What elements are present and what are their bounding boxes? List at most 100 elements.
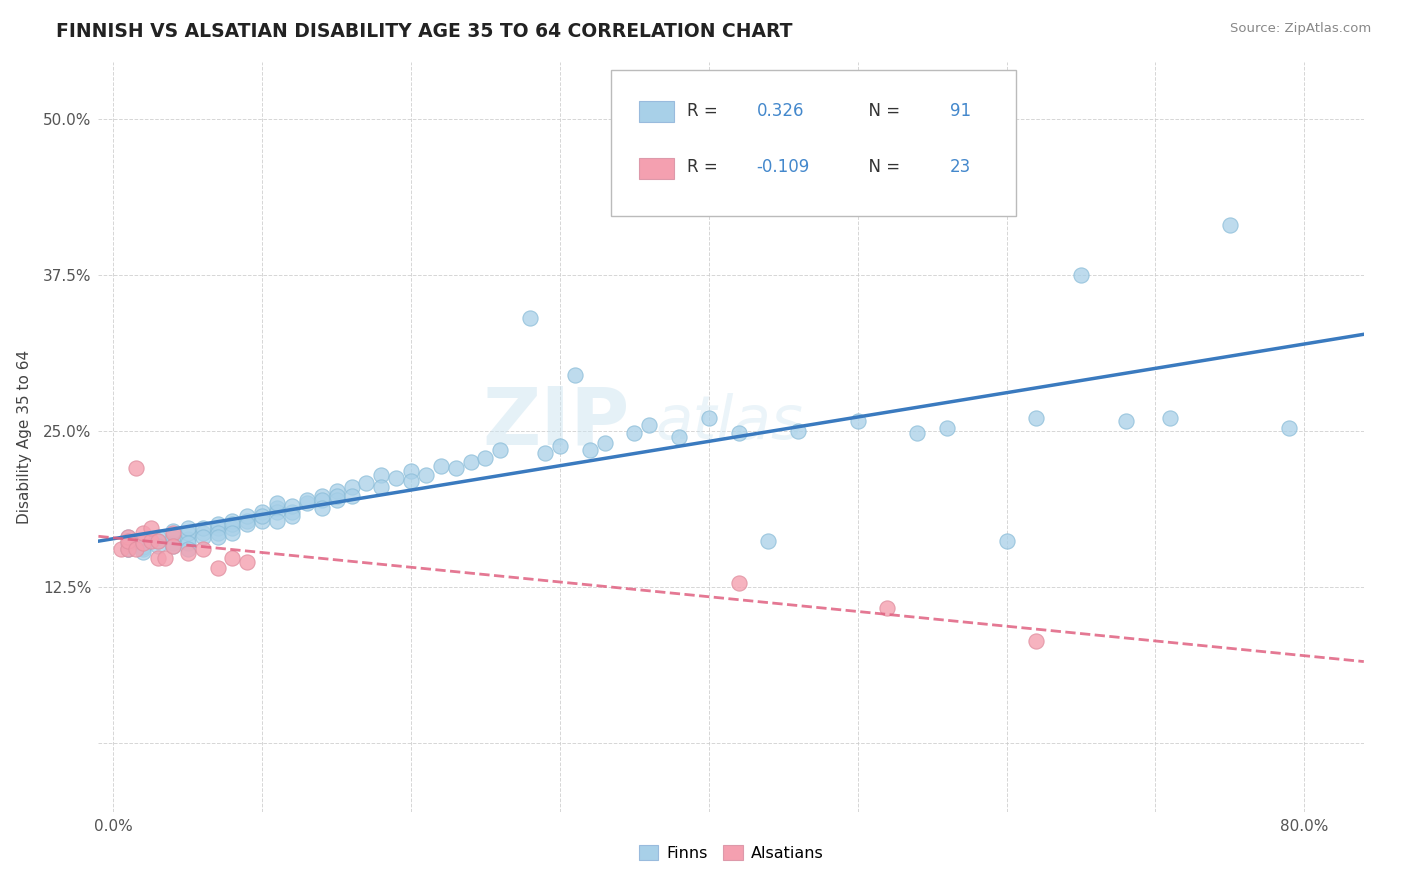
FancyBboxPatch shape bbox=[638, 158, 675, 178]
Point bbox=[548, 439, 571, 453]
Text: -0.109: -0.109 bbox=[756, 159, 810, 177]
Point bbox=[340, 480, 363, 494]
Point bbox=[191, 542, 214, 557]
Legend: Finns, Alsatians: Finns, Alsatians bbox=[633, 839, 830, 867]
Point bbox=[162, 524, 184, 538]
Text: R =: R = bbox=[686, 159, 723, 177]
Point bbox=[668, 430, 690, 444]
Point bbox=[356, 476, 378, 491]
Text: FINNISH VS ALSATIAN DISABILITY AGE 35 TO 64 CORRELATION CHART: FINNISH VS ALSATIAN DISABILITY AGE 35 TO… bbox=[56, 22, 793, 41]
Point bbox=[132, 526, 155, 541]
Point bbox=[311, 492, 333, 507]
Point bbox=[311, 489, 333, 503]
Point bbox=[124, 542, 146, 557]
Point bbox=[117, 542, 139, 557]
Point bbox=[905, 426, 928, 441]
Point bbox=[370, 467, 392, 482]
Point bbox=[177, 546, 200, 560]
Point bbox=[117, 530, 139, 544]
Point bbox=[1070, 268, 1092, 282]
Point bbox=[146, 533, 169, 548]
Point bbox=[146, 539, 169, 553]
Point bbox=[325, 492, 347, 507]
Point bbox=[117, 542, 139, 557]
Point bbox=[162, 536, 184, 550]
Point bbox=[139, 533, 162, 548]
Point bbox=[207, 517, 229, 532]
Point bbox=[162, 539, 184, 553]
Text: 91: 91 bbox=[950, 103, 972, 120]
Point bbox=[117, 542, 139, 557]
Point bbox=[444, 461, 467, 475]
Point bbox=[146, 551, 169, 566]
Text: 23: 23 bbox=[950, 159, 972, 177]
Point bbox=[281, 508, 304, 523]
Point bbox=[207, 521, 229, 535]
Text: N =: N = bbox=[858, 159, 905, 177]
Point bbox=[221, 526, 243, 541]
Point bbox=[1159, 411, 1181, 425]
Point bbox=[399, 464, 422, 478]
Point bbox=[162, 530, 184, 544]
FancyBboxPatch shape bbox=[638, 102, 675, 122]
Point bbox=[340, 489, 363, 503]
Point bbox=[266, 514, 288, 528]
Point bbox=[236, 514, 259, 528]
Point bbox=[489, 442, 512, 457]
Point bbox=[638, 417, 661, 432]
Point bbox=[578, 442, 600, 457]
Point bbox=[295, 496, 318, 510]
Point bbox=[281, 499, 304, 513]
Point bbox=[623, 426, 645, 441]
Point bbox=[177, 536, 200, 550]
FancyBboxPatch shape bbox=[610, 70, 1015, 216]
Point bbox=[207, 561, 229, 575]
Point bbox=[177, 542, 200, 557]
Point bbox=[727, 426, 749, 441]
Point bbox=[385, 471, 408, 485]
Point bbox=[325, 489, 347, 503]
Text: N =: N = bbox=[858, 103, 905, 120]
Point bbox=[162, 526, 184, 541]
Point bbox=[146, 530, 169, 544]
Point bbox=[756, 533, 779, 548]
Point bbox=[117, 536, 139, 550]
Point bbox=[415, 467, 437, 482]
Point bbox=[564, 368, 586, 382]
Point bbox=[139, 521, 162, 535]
Point bbox=[155, 551, 177, 566]
Point bbox=[132, 545, 155, 559]
Point bbox=[399, 474, 422, 488]
Point bbox=[430, 458, 453, 473]
Point bbox=[162, 539, 184, 553]
Point bbox=[266, 501, 288, 516]
Point bbox=[132, 542, 155, 557]
Point bbox=[534, 446, 557, 460]
Text: atlas: atlas bbox=[655, 392, 803, 451]
Point bbox=[1278, 421, 1301, 435]
Point bbox=[221, 517, 243, 532]
Point bbox=[250, 514, 273, 528]
Point bbox=[787, 424, 810, 438]
Point bbox=[124, 461, 146, 475]
Point bbox=[117, 533, 139, 548]
Point bbox=[846, 414, 869, 428]
Point bbox=[191, 526, 214, 541]
Text: Source: ZipAtlas.com: Source: ZipAtlas.com bbox=[1230, 22, 1371, 36]
Point bbox=[207, 530, 229, 544]
Point bbox=[177, 533, 200, 547]
Point bbox=[474, 451, 496, 466]
Point bbox=[132, 540, 155, 554]
Text: 0.326: 0.326 bbox=[756, 103, 804, 120]
Point bbox=[221, 514, 243, 528]
Point bbox=[117, 536, 139, 550]
Point bbox=[132, 539, 155, 553]
Point bbox=[236, 517, 259, 532]
Point bbox=[132, 533, 155, 548]
Point bbox=[593, 436, 616, 450]
Point bbox=[311, 501, 333, 516]
Point bbox=[221, 551, 243, 566]
Point bbox=[1025, 633, 1047, 648]
Point bbox=[697, 411, 720, 425]
Point bbox=[876, 601, 898, 615]
